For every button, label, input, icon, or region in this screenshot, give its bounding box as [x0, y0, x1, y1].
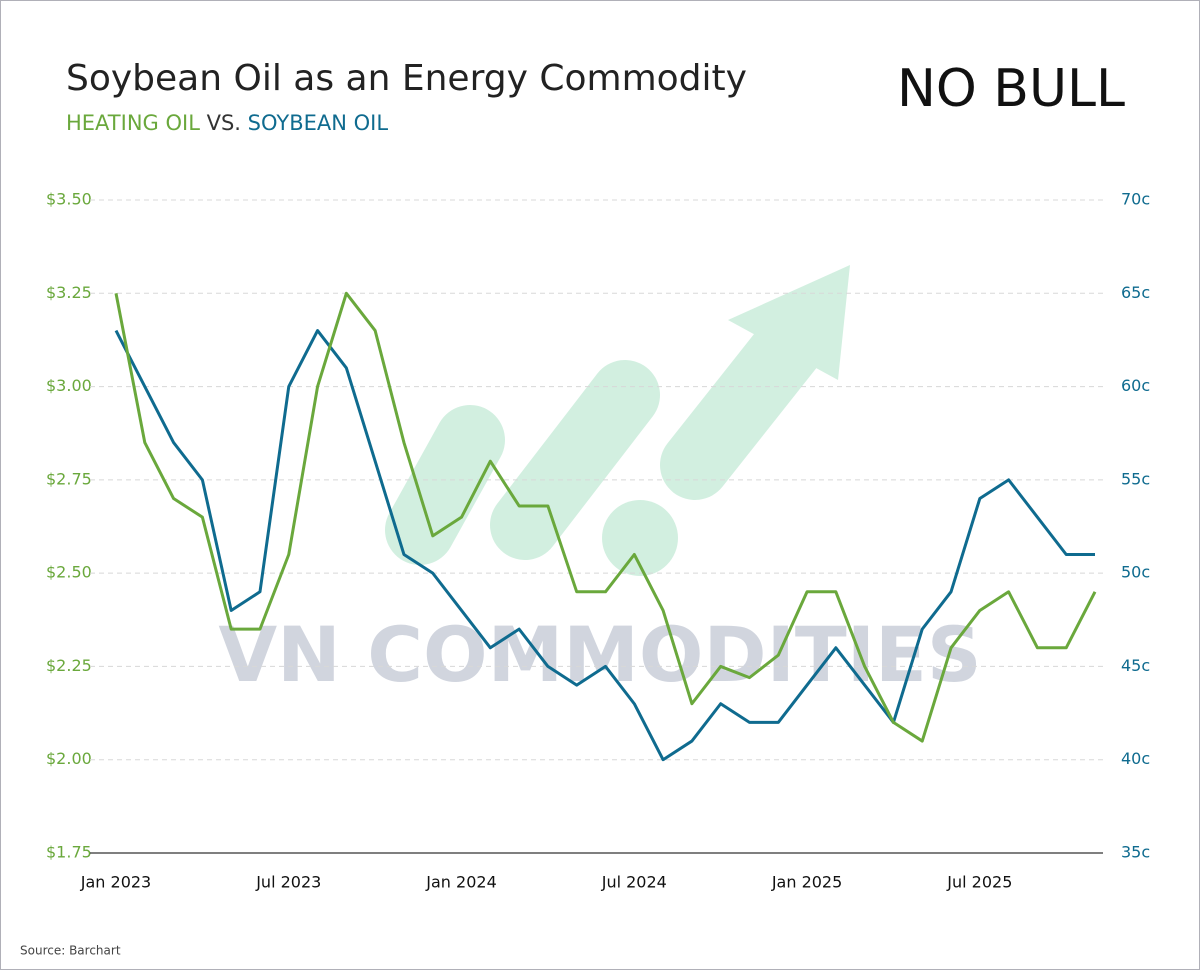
y2-tick-label: 70c	[1121, 190, 1150, 209]
x-tick-label: Jul 2024	[601, 873, 667, 892]
y2-tick-label: 50c	[1121, 563, 1150, 582]
watermark-arrow	[385, 265, 850, 576]
source: Source: Barchart	[20, 944, 121, 958]
y2-tick-label: 35c	[1121, 843, 1150, 862]
y2-tick-label: 60c	[1121, 376, 1150, 395]
subtitle-joiner: VS.	[207, 111, 241, 135]
y-tick-label: $3.25	[46, 283, 92, 302]
x-tick-label: Jul 2023	[255, 873, 321, 892]
y2-tick-label: 65c	[1121, 283, 1150, 302]
y2-tick-label: 45c	[1121, 656, 1150, 675]
x-tick-label: Jan 2024	[425, 873, 496, 892]
x-tick-label: Jan 2023	[80, 873, 151, 892]
y-tick-label: $3.00	[46, 376, 92, 395]
data-line	[114, 291, 1097, 743]
logo: NO BULL	[897, 59, 1125, 119]
chart-title: Soybean Oil as an Energy Commodity	[66, 58, 747, 99]
y2-tick-label: 55c	[1121, 469, 1150, 488]
y-tick-label: $2.75	[46, 469, 92, 488]
legend-entry: SOYBEAN OIL	[248, 111, 389, 135]
y-tick-label: $1.75	[46, 843, 92, 862]
y-tick-label: $3.50	[46, 190, 92, 209]
y-tick-label: $2.25	[46, 656, 92, 675]
x-tick-label: Jul 2025	[946, 873, 1012, 892]
chart-subtitle: HEATING OIL VS. SOYBEAN OIL	[66, 111, 388, 135]
y2-tick-label: 40c	[1121, 749, 1150, 768]
legend-entry: HEATING OIL	[66, 111, 200, 135]
x-tick-label: Jan 2025	[771, 873, 842, 892]
data-line	[114, 329, 1095, 762]
watermark: VN COMMODITIES	[218, 610, 981, 699]
y-tick-label: $2.00	[46, 749, 92, 768]
y-tick-label: $2.50	[46, 563, 92, 582]
